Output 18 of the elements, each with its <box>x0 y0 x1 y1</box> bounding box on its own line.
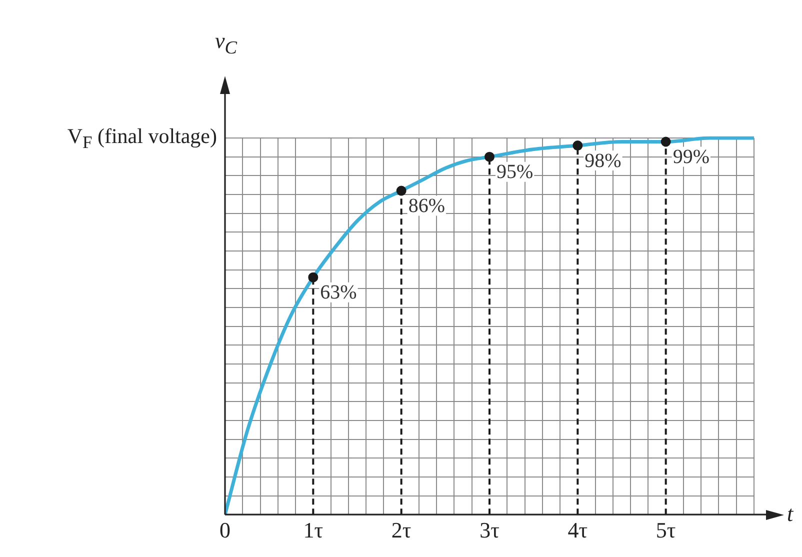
y-axis-title: v$_{C}$ <box>215 28 237 58</box>
x-tick-label: 2τ <box>391 518 412 543</box>
x-tick-label: 5τ <box>656 518 676 543</box>
point <box>308 272 318 282</box>
text: V$_{F}$ (final voltage) <box>67 124 217 154</box>
x-tick-label: 3τ <box>480 518 500 543</box>
x-axis-title: t <box>787 500 794 527</box>
data-label: 95% <box>496 161 534 184</box>
point <box>572 140 583 151</box>
data-label: 86% <box>408 194 446 217</box>
x-tick-label: 0 <box>220 518 230 543</box>
point <box>484 152 494 162</box>
point <box>660 136 671 147</box>
x-tick-label: 1τ <box>303 518 324 543</box>
data-label: 99% <box>672 146 710 168</box>
x-tick-label: 4τ <box>568 518 588 543</box>
data-label: 98% <box>584 150 622 172</box>
data-label: 63% <box>320 282 357 304</box>
